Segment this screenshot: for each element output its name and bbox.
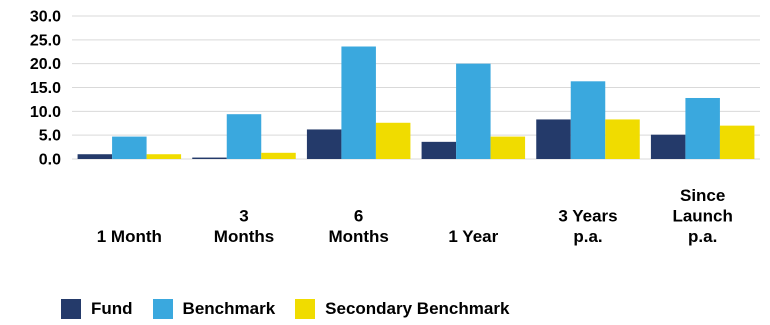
gridlines xyxy=(72,15,760,160)
legend-swatch-fund xyxy=(61,299,81,319)
y-tick-label: 25.0 xyxy=(30,32,61,49)
legend: Fund Benchmark Secondary Benchmark xyxy=(61,297,529,321)
legend-swatch-benchmark xyxy=(152,299,173,319)
bar-secondary-benchmark xyxy=(605,119,640,159)
category-label: p.a. xyxy=(688,227,717,246)
category-label: Months xyxy=(214,227,274,246)
legend-label-secondary-benchmark: Secondary Benchmark xyxy=(325,299,510,318)
bar-fund xyxy=(192,157,227,159)
category-label: 1 Year xyxy=(448,227,498,246)
y-tick-label: 5.0 xyxy=(39,128,61,145)
bar-chart: 0.05.010.015.020.025.030.0 1 Month3Month… xyxy=(30,9,760,246)
category-label: Months xyxy=(328,227,388,246)
bar-secondary-benchmark xyxy=(375,122,411,159)
bar-secondary-benchmark xyxy=(261,152,296,159)
bar-benchmark xyxy=(570,81,606,159)
bars xyxy=(77,46,755,159)
bar-secondary-benchmark xyxy=(146,154,182,159)
category-label: 3 Years xyxy=(558,207,617,226)
bar-benchmark xyxy=(341,46,376,159)
category-label: 3 xyxy=(239,207,248,226)
bar-fund xyxy=(650,134,686,159)
bar-secondary-benchmark xyxy=(490,136,526,159)
y-tick-label: 20.0 xyxy=(30,56,61,73)
y-tick-label: 15.0 xyxy=(30,80,61,97)
bar-benchmark xyxy=(112,136,147,159)
bar-secondary-benchmark xyxy=(719,125,755,159)
category-label: 6 xyxy=(354,207,363,226)
bar-benchmark xyxy=(456,63,491,159)
y-axis-ticks: 0.0 5.0 10.0 15.0 20.0 25.0 30.0 xyxy=(30,9,61,169)
legend-item-secondary-benchmark: Secondary Benchmark xyxy=(295,299,509,319)
legend-label-fund: Fund xyxy=(91,299,133,318)
bar-fund xyxy=(536,119,571,159)
bar-fund xyxy=(421,141,457,159)
y-tick-label: 10.0 xyxy=(30,104,61,121)
legend-item-benchmark: Benchmark xyxy=(152,299,276,319)
legend-item-fund: Fund xyxy=(61,299,133,319)
bar-fund xyxy=(306,129,342,159)
bar-fund xyxy=(77,154,113,159)
category-label: 1 Month xyxy=(97,227,162,246)
category-label: Launch xyxy=(672,207,732,226)
category-label: Since xyxy=(680,186,725,205)
bar-benchmark xyxy=(226,114,262,159)
legend-label-benchmark: Benchmark xyxy=(182,299,276,318)
legend-swatch-secondary-benchmark xyxy=(295,299,316,319)
bar-benchmark xyxy=(685,97,720,159)
category-label: p.a. xyxy=(573,227,602,246)
y-tick-label: 30.0 xyxy=(30,9,61,26)
y-tick-label: 0.0 xyxy=(39,152,61,169)
